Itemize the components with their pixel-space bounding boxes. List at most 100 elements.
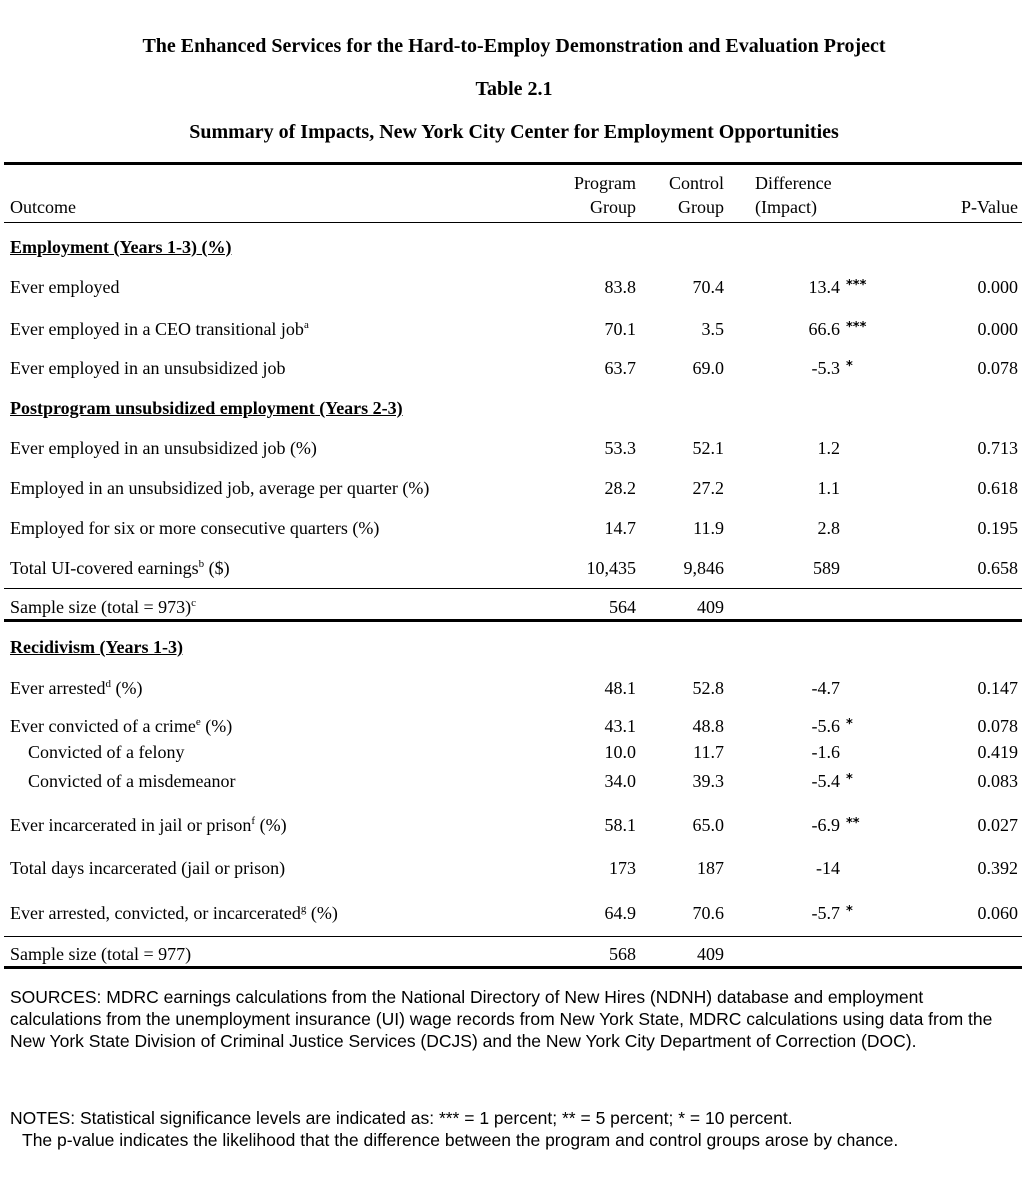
- program-value: 64.9: [604, 903, 637, 923]
- program-value: 63.7: [604, 358, 637, 378]
- section-recidivism: Recidivism (Years 1-3): [10, 637, 183, 657]
- control-value: 187: [697, 858, 724, 878]
- header-program-line1: Program: [574, 173, 636, 193]
- header-outcome: Outcome: [10, 197, 76, 217]
- project-title: The Enhanced Services for the Hard-to-Em…: [142, 35, 886, 57]
- control-value: 70.4: [692, 277, 725, 297]
- difference-value: 66.6: [808, 319, 841, 339]
- sources-note: SOURCES: MDRC earnings calculations from…: [10, 986, 1018, 1052]
- control-value: 27.2: [692, 478, 725, 498]
- difference-value: -1.6: [811, 742, 841, 762]
- table-bottom-rule: [4, 966, 1022, 969]
- pvalue-value: 0.618: [977, 478, 1019, 498]
- table-row-label: Ever employed in an unsubsidized job (%): [10, 438, 317, 458]
- pvalue-value: 0.078: [977, 716, 1019, 736]
- difference-value: 13.4: [808, 277, 841, 297]
- pvalue-value: 0.419: [977, 742, 1019, 762]
- control-value: 39.3: [692, 771, 725, 791]
- difference-value: -4.7: [811, 678, 841, 698]
- table-row-label: Employed in an unsubsidized job, average…: [10, 478, 430, 498]
- table-row-label: Ever incarcerated in jail or prisonf (%): [10, 815, 287, 835]
- program-value: 10,435: [586, 558, 637, 578]
- control-value: 52.8: [692, 678, 725, 698]
- sources-text: SOURCES: MDRC earnings calculations from…: [10, 987, 993, 1051]
- control-value: 9,846: [683, 558, 725, 578]
- program-value: 70.1: [604, 319, 637, 339]
- notes-block: NOTES: Statistical significance levels a…: [10, 1107, 1018, 1151]
- pvalue-value: 0.713: [977, 438, 1019, 458]
- table-row-label: Ever arrested, convicted, or incarcerate…: [10, 903, 338, 923]
- header-program-line2: Group: [590, 197, 636, 217]
- table-title: Summary of Impacts, New York City Center…: [189, 121, 839, 143]
- control-value: 409: [697, 944, 724, 964]
- significance-stars: ***: [846, 278, 867, 293]
- control-value: 11.7: [693, 742, 724, 762]
- control-value: 409: [697, 597, 724, 617]
- header-difference-line2: (Impact): [755, 197, 817, 217]
- difference-value: -5.3: [811, 358, 841, 378]
- significance-stars: *: [846, 359, 853, 374]
- program-value: 53.3: [604, 438, 637, 458]
- pvalue-value: 0.195: [977, 518, 1019, 538]
- control-value: 70.6: [692, 903, 725, 923]
- table-row-label: Convicted of a felony: [28, 742, 185, 762]
- table-top-rule: [4, 162, 1022, 165]
- difference-value: 2.8: [817, 518, 841, 538]
- header-rule: [4, 222, 1022, 223]
- table-row-label: Ever convicted of a crimee (%): [10, 716, 233, 736]
- pvalue-value: 0.147: [977, 678, 1019, 698]
- difference-value: 589: [813, 558, 840, 578]
- program-value: 34.0: [604, 771, 637, 791]
- program-value: 28.2: [604, 478, 637, 498]
- sample-size-rule: [4, 936, 1022, 937]
- program-value: 564: [609, 597, 636, 617]
- pvalue-value: 0.000: [977, 277, 1019, 297]
- table-row-label: Ever employed in a CEO transitional joba: [10, 319, 309, 339]
- table-row-label: Convicted of a misdemeanor: [28, 771, 236, 791]
- difference-value: 1.2: [817, 438, 841, 458]
- program-value: 173: [609, 858, 636, 878]
- header-difference-line1: Difference: [755, 173, 832, 193]
- sample-size-rule: [4, 588, 1022, 589]
- footnote-marker: f: [251, 815, 256, 827]
- significance-stars: *: [846, 772, 853, 787]
- pvalue-value: 0.000: [977, 319, 1019, 339]
- footnote-marker: e: [195, 716, 201, 728]
- footnote-marker: b: [198, 558, 205, 570]
- table-row-label: Ever employed in an unsubsidized job: [10, 358, 286, 378]
- control-value: 69.0: [692, 358, 725, 378]
- footnote-marker: a: [303, 319, 309, 331]
- program-value: 568: [609, 944, 636, 964]
- difference-value: -6.9: [811, 815, 841, 835]
- footnote-marker: d: [105, 678, 111, 690]
- difference-value: -14: [816, 858, 840, 878]
- section-employment: Employment (Years 1-3) (%): [10, 237, 232, 257]
- program-value: 48.1: [604, 678, 637, 698]
- table-row-label: Total UI-covered earningsb ($): [10, 558, 230, 578]
- footnote-marker: g: [300, 903, 307, 915]
- significance-stars: *: [846, 904, 853, 919]
- table-row-label: Total days incarcerated (jail or prison): [10, 858, 286, 878]
- program-value: 83.8: [604, 277, 637, 297]
- program-value: 58.1: [604, 815, 637, 835]
- control-value: 3.5: [701, 319, 725, 339]
- header-control-line1: Control: [668, 173, 724, 193]
- table-row-label: Ever employed: [10, 277, 120, 297]
- program-value: 43.1: [604, 716, 637, 736]
- significance-stars: ***: [846, 320, 867, 335]
- difference-value: -5.7: [811, 903, 841, 923]
- sample-size-label: Sample size (total = 973)c: [10, 597, 196, 617]
- footnote-marker: c: [191, 597, 196, 609]
- pvalue-value: 0.060: [977, 903, 1019, 923]
- pvalue-value: 0.083: [977, 771, 1019, 791]
- control-value: 11.9: [693, 518, 724, 538]
- pvalue-value: 0.027: [977, 815, 1019, 835]
- pvalue-value: 0.078: [977, 358, 1019, 378]
- pvalue-value: 0.658: [977, 558, 1019, 578]
- notes-pvalue: The p-value indicates the likelihood tha…: [22, 1130, 899, 1150]
- significance-stars: *: [846, 717, 853, 732]
- section-postprogram: Postprogram unsubsidized employment (Yea…: [10, 398, 403, 418]
- notes-significance: NOTES: Statistical significance levels a…: [10, 1108, 793, 1128]
- header-control-line2: Group: [678, 197, 724, 217]
